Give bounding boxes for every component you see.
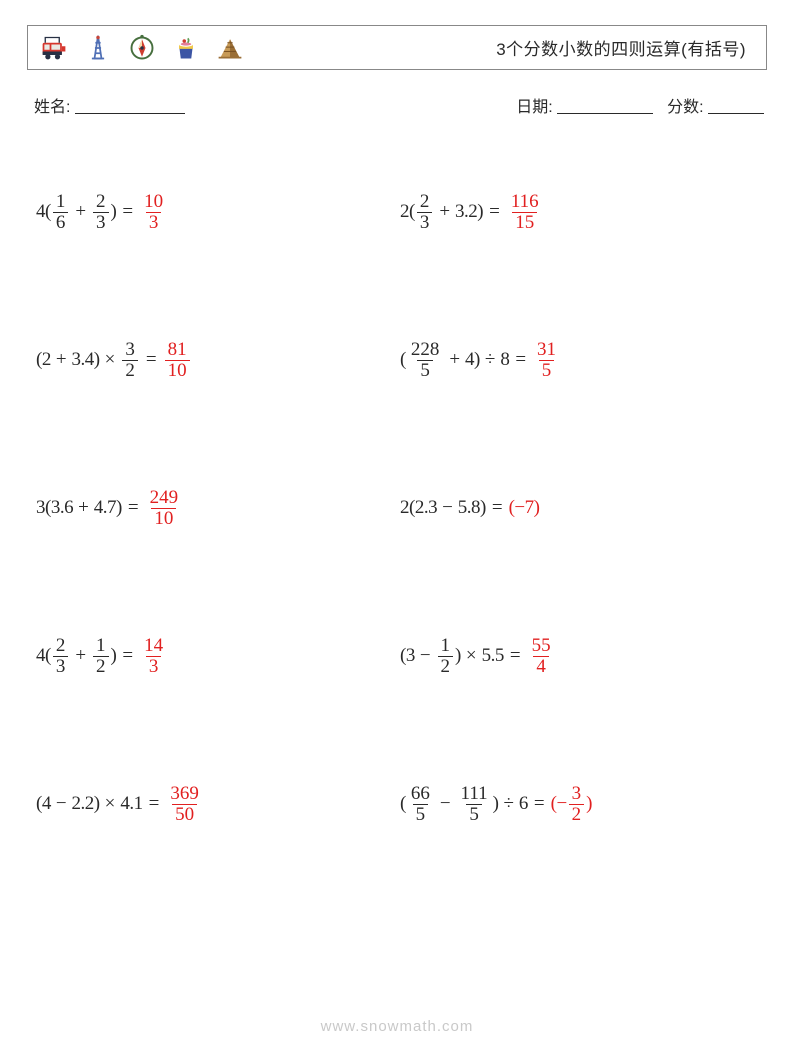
problem-answer: 143 [139,636,168,677]
pyramid-icon [216,34,244,62]
date-field: 日期: [516,93,653,117]
problem-answer: 24910 [145,488,184,529]
problem-9: (4−2.2)×4.1=36950 [36,730,392,878]
tram-icon [40,34,68,62]
problem-10: (665−1115)÷6=(−32) [400,730,756,878]
meta-row: 姓名: 日期: 分数: [34,93,764,117]
equals-sign: = [504,645,527,667]
equals-sign: = [509,349,532,371]
date-label: 日期: [516,99,552,116]
problem-lhs: 2(23+3.2) [400,192,483,233]
name-blank [75,113,185,114]
problem-6: 2(2.3−5.8)=(−7) [400,434,756,582]
header-box: 3个分数小数的四则运算(有括号) [27,25,767,70]
problem-lhs: 3(3.6+4.7) [36,497,122,519]
problem-lhs: (2+3.4)×32 [36,340,140,381]
problem-7: 4(23+12)=143 [36,582,392,730]
score-field: 分数: [667,93,764,117]
equals-sign: = [116,201,139,223]
equals-sign: = [116,645,139,667]
problem-4: (2285+4)÷8=315 [400,286,756,434]
problem-lhs: (4−2.2)×4.1 [36,793,143,815]
problem-lhs: (665−1115)÷6 [400,784,528,825]
date-blank [557,113,653,114]
problem-lhs: 4(16+23) [36,192,116,233]
tower-icon [84,34,112,62]
equals-sign: = [486,497,509,519]
equals-sign: = [143,793,166,815]
name-field: 姓名: [34,93,185,117]
problem-lhs: (3−12)×5.5 [400,636,504,677]
compass-icon [128,34,156,62]
score-label: 分数: [667,99,703,116]
equals-sign: = [122,497,145,519]
problem-5: 3(3.6+4.7)=24910 [36,434,392,582]
equals-sign: = [528,793,551,815]
problem-answer: 554 [527,636,556,677]
problem-answer: 8110 [163,340,192,381]
problem-answer: (−7) [509,497,540,519]
problem-answer: 103 [139,192,168,233]
name-label: 姓名: [34,99,70,116]
problem-answer: (−32) [551,784,592,825]
header-icons [40,34,244,62]
problem-answer: 11615 [506,192,544,233]
footer-watermark: www.snowmath.com [0,1018,794,1035]
problem-2: 2(23+3.2)=11615 [400,138,756,286]
problem-1: 4(16+23)=103 [36,138,392,286]
problem-lhs: 2(2.3−5.8) [400,497,486,519]
problems-grid: 4(16+23)=1032(23+3.2)=11615(2+3.4)×32=81… [36,138,756,878]
equals-sign: = [140,349,163,371]
equals-sign: = [483,201,506,223]
problem-answer: 315 [532,340,561,381]
problem-lhs: 4(23+12) [36,636,116,677]
problem-lhs: (2285+4)÷8 [400,340,509,381]
worksheet-title: 3个分数小数的四则运算(有括号) [496,35,746,60]
problem-8: (3−12)×5.5=554 [400,582,756,730]
problem-answer: 36950 [165,784,204,825]
cup-icon [172,34,200,62]
problem-3: (2+3.4)×32=8110 [36,286,392,434]
score-blank [708,113,764,114]
